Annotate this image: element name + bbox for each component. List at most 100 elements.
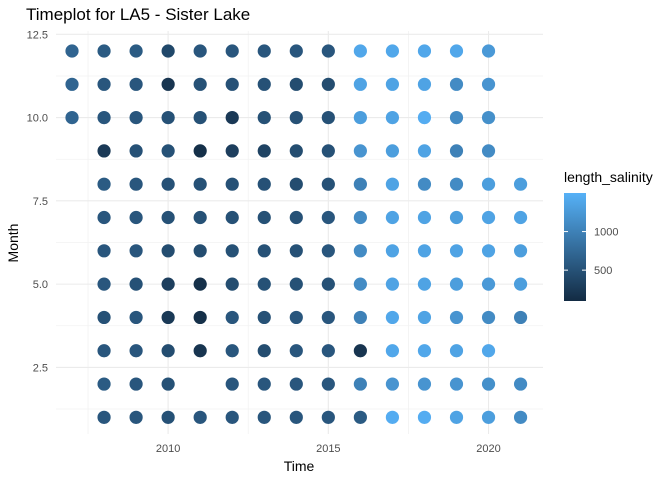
y-axis-label: Month [5, 224, 21, 263]
data-point [97, 177, 111, 191]
data-point [385, 110, 400, 125]
data-point [193, 177, 207, 191]
data-point [481, 210, 496, 225]
data-point [97, 244, 111, 258]
data-point [161, 210, 175, 225]
data-point [289, 344, 303, 358]
data-point [321, 410, 335, 424]
data-point [161, 344, 175, 358]
data-point [97, 410, 111, 424]
data-point [97, 144, 111, 158]
data-point [417, 210, 432, 225]
data-point [193, 77, 207, 91]
data-point [449, 44, 464, 58]
data-point [353, 310, 367, 325]
data-point [161, 144, 175, 158]
data-point [289, 177, 303, 191]
data-point [193, 44, 207, 58]
data-point [289, 310, 303, 325]
data-point [129, 177, 143, 191]
y-tick-label: 12.5 [27, 29, 48, 41]
data-point [257, 177, 271, 191]
data-point [417, 410, 432, 424]
data-point [321, 177, 335, 191]
x-axis-label: Time [284, 458, 315, 474]
data-point [449, 310, 464, 325]
data-point [321, 44, 335, 58]
data-point [193, 210, 207, 225]
data-point [257, 344, 271, 358]
legend-tick-label: 1000 [594, 227, 618, 239]
data-point [417, 310, 432, 325]
data-point [289, 277, 303, 291]
data-point [289, 144, 303, 158]
data-point [353, 177, 367, 191]
data-point [193, 110, 207, 125]
data-point [193, 410, 207, 424]
data-point [321, 344, 335, 358]
data-points [65, 44, 528, 424]
data-point [65, 44, 79, 58]
data-point [481, 44, 496, 58]
data-point [353, 77, 367, 91]
data-point [481, 410, 496, 424]
data-point [385, 177, 400, 191]
data-point [257, 277, 271, 291]
data-point [225, 210, 239, 225]
data-point [225, 277, 239, 291]
chart-title: Timeplot for LA5 - Sister Lake [26, 5, 250, 24]
data-point [289, 77, 303, 91]
data-point [257, 377, 271, 391]
data-point [417, 44, 432, 58]
data-point [225, 44, 239, 58]
data-point [449, 377, 464, 391]
data-point [417, 177, 432, 191]
y-tick-label: 10.0 [27, 113, 48, 125]
data-point [257, 244, 271, 258]
x-tick-label: 2020 [476, 443, 500, 455]
data-point [129, 110, 143, 125]
data-point [385, 77, 400, 91]
data-point [97, 277, 111, 291]
data-point [225, 110, 239, 125]
data-point [161, 410, 175, 424]
data-point [353, 377, 367, 391]
data-point [513, 277, 528, 291]
data-point [417, 344, 432, 358]
data-point [97, 110, 111, 125]
data-point [161, 44, 175, 58]
data-point [65, 77, 79, 91]
data-point [353, 344, 367, 358]
data-point [353, 144, 367, 158]
data-point [97, 210, 111, 225]
data-point [161, 244, 175, 258]
data-point [97, 310, 111, 325]
y-tick-label: 7.5 [33, 196, 48, 208]
data-point [449, 277, 464, 291]
legend-colorbar [564, 193, 586, 301]
data-point [353, 410, 367, 424]
data-point [417, 110, 432, 125]
data-point [449, 177, 464, 191]
minor-gridlines [56, 31, 543, 434]
data-point [193, 144, 207, 158]
data-point [129, 277, 143, 291]
data-point [417, 277, 432, 291]
data-point [481, 77, 496, 91]
x-axis-ticks: 2010 2015 2020 [156, 443, 501, 455]
y-tick-label: 2.5 [33, 362, 48, 374]
data-point [417, 377, 432, 391]
data-point [481, 377, 496, 391]
data-point [385, 310, 400, 325]
data-point [353, 277, 367, 291]
data-point [449, 344, 464, 358]
data-point [129, 410, 143, 424]
data-point [225, 377, 239, 391]
legend-title: length_salinity [564, 169, 653, 185]
data-point [257, 110, 271, 125]
data-point [449, 110, 464, 125]
data-point [321, 110, 335, 125]
data-point [449, 77, 464, 91]
data-point [193, 310, 207, 325]
